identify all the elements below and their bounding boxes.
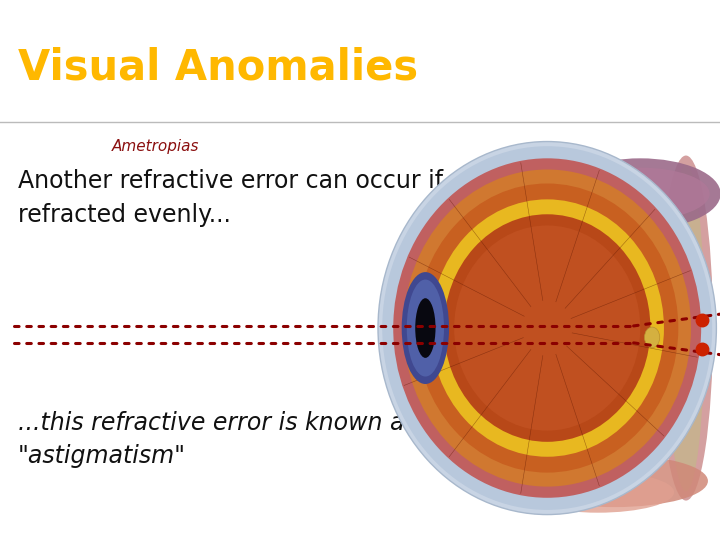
Ellipse shape (378, 141, 716, 515)
Ellipse shape (431, 199, 664, 457)
Ellipse shape (522, 455, 708, 507)
Text: Another refractive error can occur if every axis is not
refracted evenly...: Another refractive error can occur if ev… (18, 169, 645, 227)
Ellipse shape (407, 280, 444, 376)
Text: Visual Anomalies: Visual Anomalies (18, 46, 418, 89)
Ellipse shape (416, 184, 678, 472)
Ellipse shape (659, 156, 713, 501)
Ellipse shape (560, 158, 720, 229)
Ellipse shape (444, 214, 650, 442)
Ellipse shape (667, 165, 705, 491)
Ellipse shape (402, 272, 449, 384)
Ellipse shape (415, 298, 436, 358)
Ellipse shape (644, 327, 660, 348)
Ellipse shape (571, 167, 710, 220)
Ellipse shape (454, 226, 640, 430)
Ellipse shape (393, 158, 701, 498)
Ellipse shape (403, 170, 691, 487)
Ellipse shape (522, 471, 674, 512)
Text: Ametropias: Ametropias (112, 139, 199, 154)
Text: ...this refractive error is known as
"astigmatism": ...this refractive error is known as "as… (18, 411, 417, 468)
Ellipse shape (382, 146, 712, 510)
